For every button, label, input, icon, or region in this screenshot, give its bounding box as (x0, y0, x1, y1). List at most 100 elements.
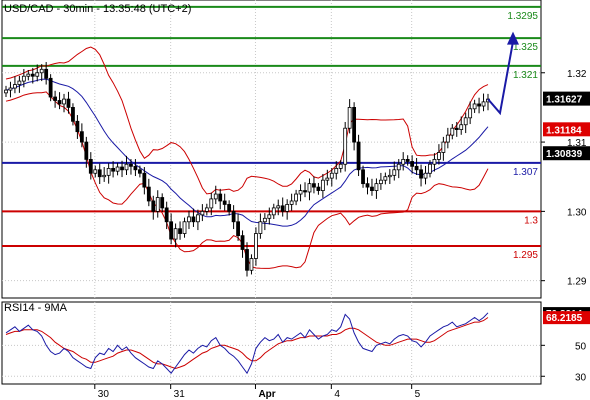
candle-body (437, 152, 441, 160)
candle-body (84, 141, 89, 160)
x-tick-label: 31 (174, 389, 186, 400)
candle-body (258, 221, 263, 234)
candle-body (445, 134, 450, 143)
forecast-arrow-line (487, 41, 514, 116)
rsi-ma-line (5, 317, 489, 370)
candle-body (120, 166, 124, 171)
candle-body (173, 228, 178, 240)
indicator-y-tick-label: 30 (575, 372, 587, 383)
candle-body (343, 127, 348, 165)
rsi-line (5, 312, 489, 375)
candle-body (428, 163, 432, 174)
level-label: 1.307 (513, 167, 538, 178)
level-label: 1.295 (513, 250, 538, 261)
y-tick-label: 1.29 (567, 277, 587, 288)
candle-body (218, 193, 223, 202)
candle-body (142, 172, 147, 188)
candle-body (227, 204, 232, 212)
candle-body (75, 120, 80, 133)
candle-body (320, 179, 325, 191)
level-label: 1.325 (513, 42, 538, 53)
candle-body (129, 163, 133, 167)
candle-body (419, 169, 423, 179)
candle-body (187, 216, 191, 223)
candle-body (387, 174, 392, 178)
candle-body (329, 172, 334, 179)
candle-body (472, 103, 477, 110)
candle-body (276, 205, 281, 209)
candle-body (35, 72, 40, 77)
chart-title: USD/CAD - 30min - 13:35:48 (UTC+2) (4, 3, 191, 15)
candle-body (57, 100, 62, 105)
candle-body (432, 158, 437, 165)
candle-body (410, 161, 415, 167)
x-tick-label: Apr (258, 389, 275, 400)
candle-body (378, 179, 383, 185)
candle-body (312, 183, 316, 188)
candle-body (454, 127, 459, 130)
candle-body (303, 190, 307, 193)
candle-body (450, 127, 455, 136)
candle-body (289, 200, 294, 205)
indicator-y-tick-label: 50 (575, 341, 587, 352)
candle-body (124, 163, 129, 171)
bollinger-upper-line (5, 46, 489, 195)
candle-body (8, 87, 13, 91)
candle-body (396, 163, 401, 171)
candle-body (249, 258, 254, 271)
candle-body (463, 117, 468, 126)
candle-body (102, 174, 107, 178)
price-tag-box (543, 122, 590, 137)
candle-body (481, 101, 486, 107)
candle-body (222, 200, 227, 205)
price-tag-box (543, 146, 590, 161)
level-label: 1.3295 (507, 11, 538, 22)
price-tag-label: 1.30839 (546, 149, 583, 160)
candle-body (196, 214, 200, 223)
y-tick-label: 1.30 (567, 207, 587, 218)
y-tick-label: 1.32 (567, 69, 587, 80)
candle-body (245, 249, 249, 271)
candle-body (111, 168, 116, 172)
candle-body (17, 80, 22, 85)
candle-body (459, 124, 464, 130)
candle-body (21, 75, 26, 82)
candle-body (356, 141, 361, 171)
candle-body (365, 183, 370, 188)
candle-body (182, 221, 187, 234)
candle-body (361, 169, 365, 185)
candle-body (71, 107, 75, 122)
candle-body (236, 221, 240, 237)
candle-body (48, 77, 53, 98)
candle-body (97, 169, 102, 178)
candle-body (316, 186, 321, 191)
moving-average-line (5, 78, 489, 227)
candle-body (468, 108, 473, 119)
candle-body (280, 205, 285, 212)
x-tick-label: 5 (415, 389, 421, 400)
candle-body (115, 166, 120, 172)
candle-body (231, 210, 236, 223)
candle-body (39, 68, 44, 74)
candle-body (347, 107, 352, 129)
candle-body (62, 98, 66, 105)
price-tag-label: 1.31184 (546, 125, 582, 136)
candle-body (352, 107, 357, 143)
candle-body (106, 168, 111, 176)
candle-body (213, 193, 218, 200)
candle-body (30, 73, 35, 77)
x-tick-label: 30 (98, 389, 110, 400)
candle-body (13, 84, 17, 89)
candle-body (209, 198, 214, 209)
candle-body (423, 172, 428, 179)
candle-body (169, 221, 174, 240)
candle-body (298, 190, 303, 195)
candle-body (240, 235, 245, 250)
price-tag-box (543, 91, 590, 106)
candle-body (401, 158, 406, 165)
candle-body (146, 186, 151, 202)
candle-body (271, 207, 276, 216)
candle-body (414, 165, 419, 171)
